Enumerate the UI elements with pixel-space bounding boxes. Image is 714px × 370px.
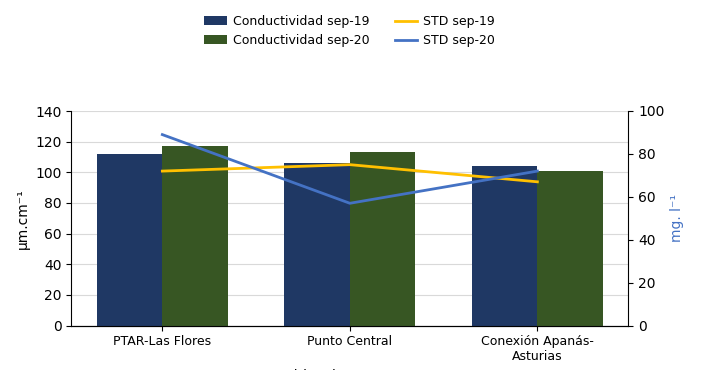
Bar [284, 163, 350, 326]
Y-axis label: mg. l⁻¹: mg. l⁻¹ [670, 194, 684, 242]
Y-axis label: μm.cm⁻¹: μm.cm⁻¹ [16, 188, 30, 249]
Bar [96, 154, 162, 326]
Bar [538, 171, 603, 326]
Bar [350, 152, 416, 326]
X-axis label: Sitios de muestreo: Sitios de muestreo [285, 369, 415, 370]
Legend: Conductividad sep-19, Conductividad sep-20, STD sep-19, STD sep-20: Conductividad sep-19, Conductividad sep-… [199, 10, 501, 52]
Bar [162, 146, 228, 326]
Bar [472, 166, 538, 326]
